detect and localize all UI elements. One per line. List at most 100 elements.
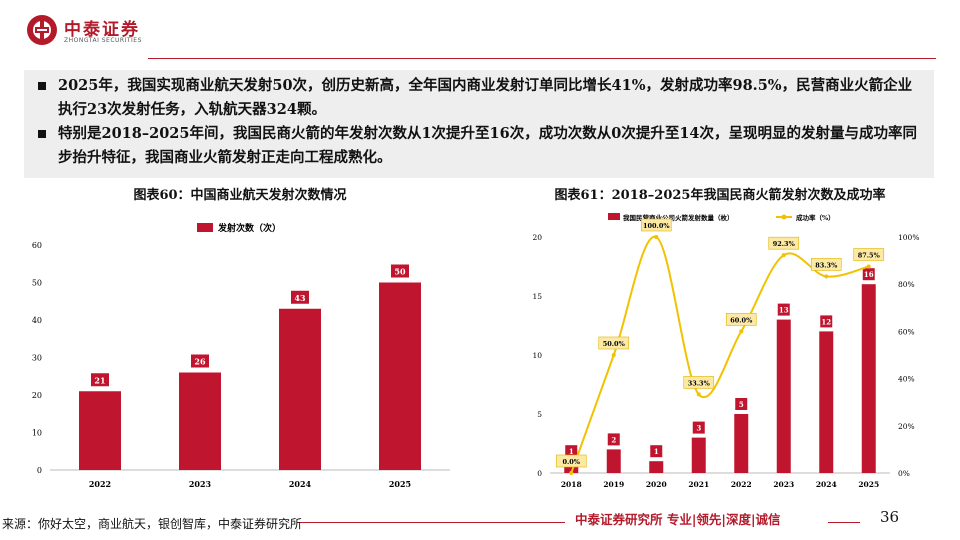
data-label-box (820, 315, 833, 328)
success-rate-label-box (853, 248, 885, 261)
bar (606, 449, 621, 473)
bar (691, 437, 706, 473)
x-tick-label: 2020 (646, 480, 667, 489)
success-rate-point (569, 471, 574, 475)
bar (379, 282, 421, 470)
legend-label: 发射次数（次） (217, 222, 281, 234)
success-rate-label-box (640, 218, 672, 232)
legend-swatch (197, 223, 213, 232)
summary-bullet-text: 2025年，我国实现商业航天发射50次，创历史新高，全年国内商业发射订单同比增长… (58, 77, 913, 118)
data-label: 21 (94, 375, 105, 385)
y-left-tick-label: 0 (537, 469, 542, 478)
x-tick-label: 2024 (816, 480, 837, 489)
success-rate-point (866, 264, 871, 269)
success-rate-label-box (725, 313, 757, 326)
chart-60-title: 图表60：中国商业航天发射次数情况 (133, 188, 347, 203)
success-rate-label: 0.0% (563, 458, 581, 466)
data-label: 1 (569, 447, 574, 456)
x-tick-label: 2022 (89, 479, 111, 489)
y-tick-label: 60 (32, 241, 42, 250)
success-rate-label: 87.5% (858, 252, 881, 260)
data-label: 50 (394, 267, 406, 277)
x-tick-label: 2025 (389, 479, 411, 489)
footer-slogan: 中泰证券研究所 专业|领先|深度|诚信 (575, 512, 781, 527)
data-label-box (191, 354, 209, 368)
success-rate-label: 83.3% (815, 261, 838, 269)
data-label: 16 (864, 270, 874, 279)
success-rate-label: 33.3% (688, 379, 711, 387)
bullet-square-icon (38, 130, 46, 138)
y-left-tick-label: 10 (532, 351, 542, 360)
bar (179, 372, 221, 470)
x-tick-label: 2023 (773, 480, 794, 489)
brand-name-en: ZHONGTAI SECURITIES (64, 37, 142, 44)
x-tick-label: 2025 (858, 480, 879, 489)
data-label-box (291, 290, 309, 304)
brand-name-cn: 中泰证券 (64, 20, 140, 40)
x-tick-label: 2019 (603, 480, 624, 489)
data-label: 43 (294, 293, 306, 303)
success-rate-label-box (555, 454, 587, 468)
header-divider (148, 58, 936, 59)
x-tick-label: 2024 (289, 479, 312, 489)
y-left-tick-label: 20 (532, 233, 542, 242)
data-label-box (607, 433, 620, 446)
bullet-square-icon (38, 82, 46, 90)
summary-box: 2025年，我国实现商业航天发射50次，创历史新高，全年国内商业发射订单同比增长… (24, 70, 934, 178)
y-left-tick-label: 5 (537, 410, 542, 419)
success-rate-label-box (768, 236, 800, 250)
success-rate-point (696, 392, 701, 397)
bar (861, 284, 876, 473)
success-rate-label-box (683, 376, 715, 389)
data-label-box (565, 445, 578, 458)
data-label: 2 (611, 435, 616, 444)
summary-bullet: 特别是2018–2025年间，我国民商火箭的年发射次数从1次提升至16次，成功次… (38, 122, 918, 170)
x-tick-label: 2021 (688, 480, 709, 489)
success-rate-point (654, 235, 659, 239)
summary-bullet-text: 特别是2018–2025年间，我国民商火箭的年发射次数从1次提升至16次，成功次… (58, 125, 917, 166)
y-right-tick-label: 0% (898, 469, 910, 478)
success-rate-label: 60.0% (730, 316, 753, 324)
data-label: 13 (779, 306, 789, 315)
y-tick-label: 40 (32, 316, 42, 325)
success-rate-point (824, 274, 829, 279)
y-tick-label: 30 (32, 354, 42, 363)
y-tick-label: 50 (32, 279, 42, 288)
data-label: 3 (696, 424, 701, 433)
data-label-box (735, 398, 748, 410)
y-right-tick-label: 80% (898, 280, 915, 289)
x-tick-label: 2018 (561, 480, 582, 489)
chart-60-launch-count: 发射次数（次） 0 10 20 30 40 50 60 21 2022 26 2023 43 2024 50… (32, 222, 450, 489)
success-rate-point (739, 329, 744, 334)
legend-label: 我国民营商业公司火箭发射数量（枚） (623, 213, 734, 222)
y-tick-label: 10 (32, 429, 42, 438)
y-right-tick-label: 60% (898, 327, 915, 336)
success-rate-label: 100.0% (643, 222, 670, 230)
bar (734, 414, 749, 473)
data-label: 1 (654, 447, 659, 456)
data-label-box (862, 268, 875, 281)
success-rate-label: 50.0% (603, 340, 626, 348)
legend-swatch (608, 213, 620, 220)
success-rate-label-box (598, 336, 630, 350)
bar (279, 308, 321, 470)
bar (79, 391, 121, 470)
legend-marker (781, 214, 787, 220)
footer-divider (300, 522, 565, 523)
success-rate-point (781, 253, 786, 258)
data-label: 12 (821, 317, 831, 326)
y-right-tick-label: 20% (898, 422, 915, 431)
data-label-box (391, 264, 409, 278)
bar (819, 331, 834, 473)
y-right-tick-label: 100% (898, 233, 919, 242)
success-rate-label-box (810, 258, 842, 271)
y-left-tick-label: 15 (532, 292, 542, 301)
footer-divider (828, 522, 860, 523)
y-tick-label: 0 (37, 466, 42, 475)
source-note: 来源：你好太空，商业航天，银创智库，中泰证券研究所 (2, 517, 303, 531)
success-rate-label: 92.3% (773, 240, 796, 248)
y-right-tick-label: 40% (898, 375, 915, 384)
data-label-box (91, 373, 109, 387)
data-label: 26 (194, 357, 206, 367)
chart-61-launch-success: 我国民营商业公司火箭发射数量（枚） 成功率（%）051015200%20%40%6… (532, 213, 919, 489)
